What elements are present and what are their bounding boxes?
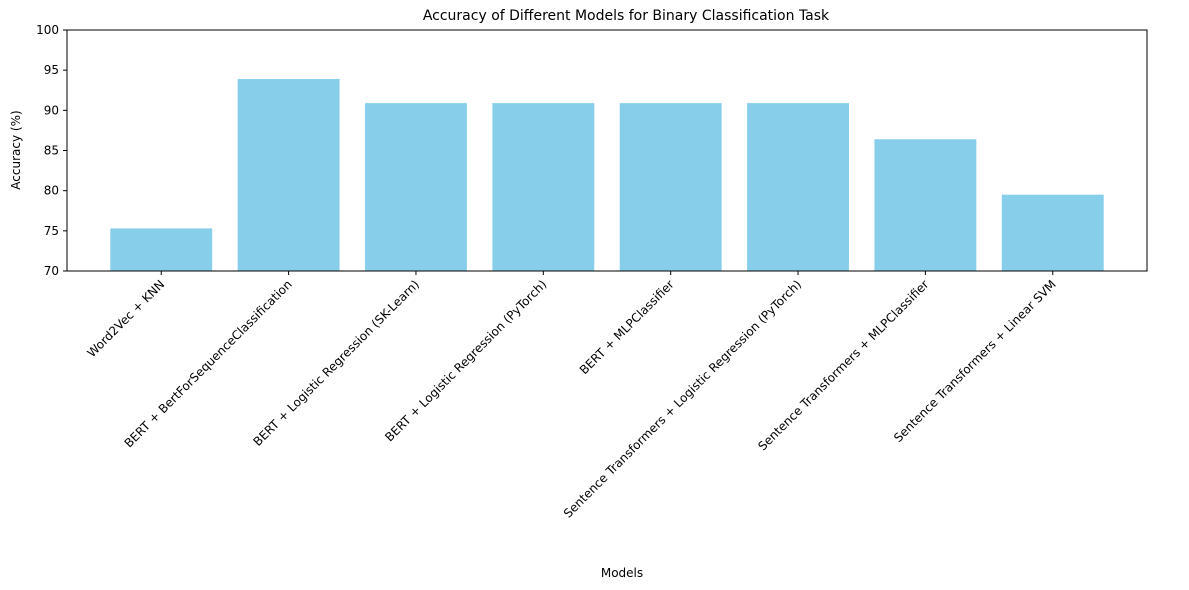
bar-1 xyxy=(237,79,340,272)
x-tick-label-5: Sentence Transformers + Logistic Regress… xyxy=(561,277,804,520)
x-axis-label: Models xyxy=(601,566,643,580)
bar-0 xyxy=(110,228,213,271)
bar-4 xyxy=(619,103,722,271)
y-tick-label-5: 95 xyxy=(44,63,59,77)
bars-group xyxy=(110,79,1104,272)
bar-6 xyxy=(874,139,977,271)
y-axis-label: Accuracy (%) xyxy=(9,110,23,189)
bar-3 xyxy=(492,103,595,271)
y-tick-label-4: 90 xyxy=(44,103,59,117)
plot-frame xyxy=(66,29,1148,272)
bar-7 xyxy=(1001,194,1104,271)
y-axis: 70 75 80 85 90 95 100 xyxy=(36,23,67,278)
y-tick-label-6: 100 xyxy=(36,23,59,37)
chart-title: Accuracy of Different Models for Binary … xyxy=(423,8,830,24)
bar-5 xyxy=(747,103,849,271)
x-tick-label-3: BERT + Logistic Regression (PyTorch) xyxy=(382,277,549,444)
x-tick-label-4: BERT + MLPClassifier xyxy=(577,277,677,377)
y-tick-label-0: 70 xyxy=(44,264,59,278)
bar-2 xyxy=(365,103,467,271)
y-tick-label-3: 85 xyxy=(44,144,59,158)
x-tick-label-0: Word2Vec + KNN xyxy=(84,277,167,360)
y-tick-label-1: 75 xyxy=(44,224,59,238)
y-tick-label-2: 80 xyxy=(44,184,59,198)
